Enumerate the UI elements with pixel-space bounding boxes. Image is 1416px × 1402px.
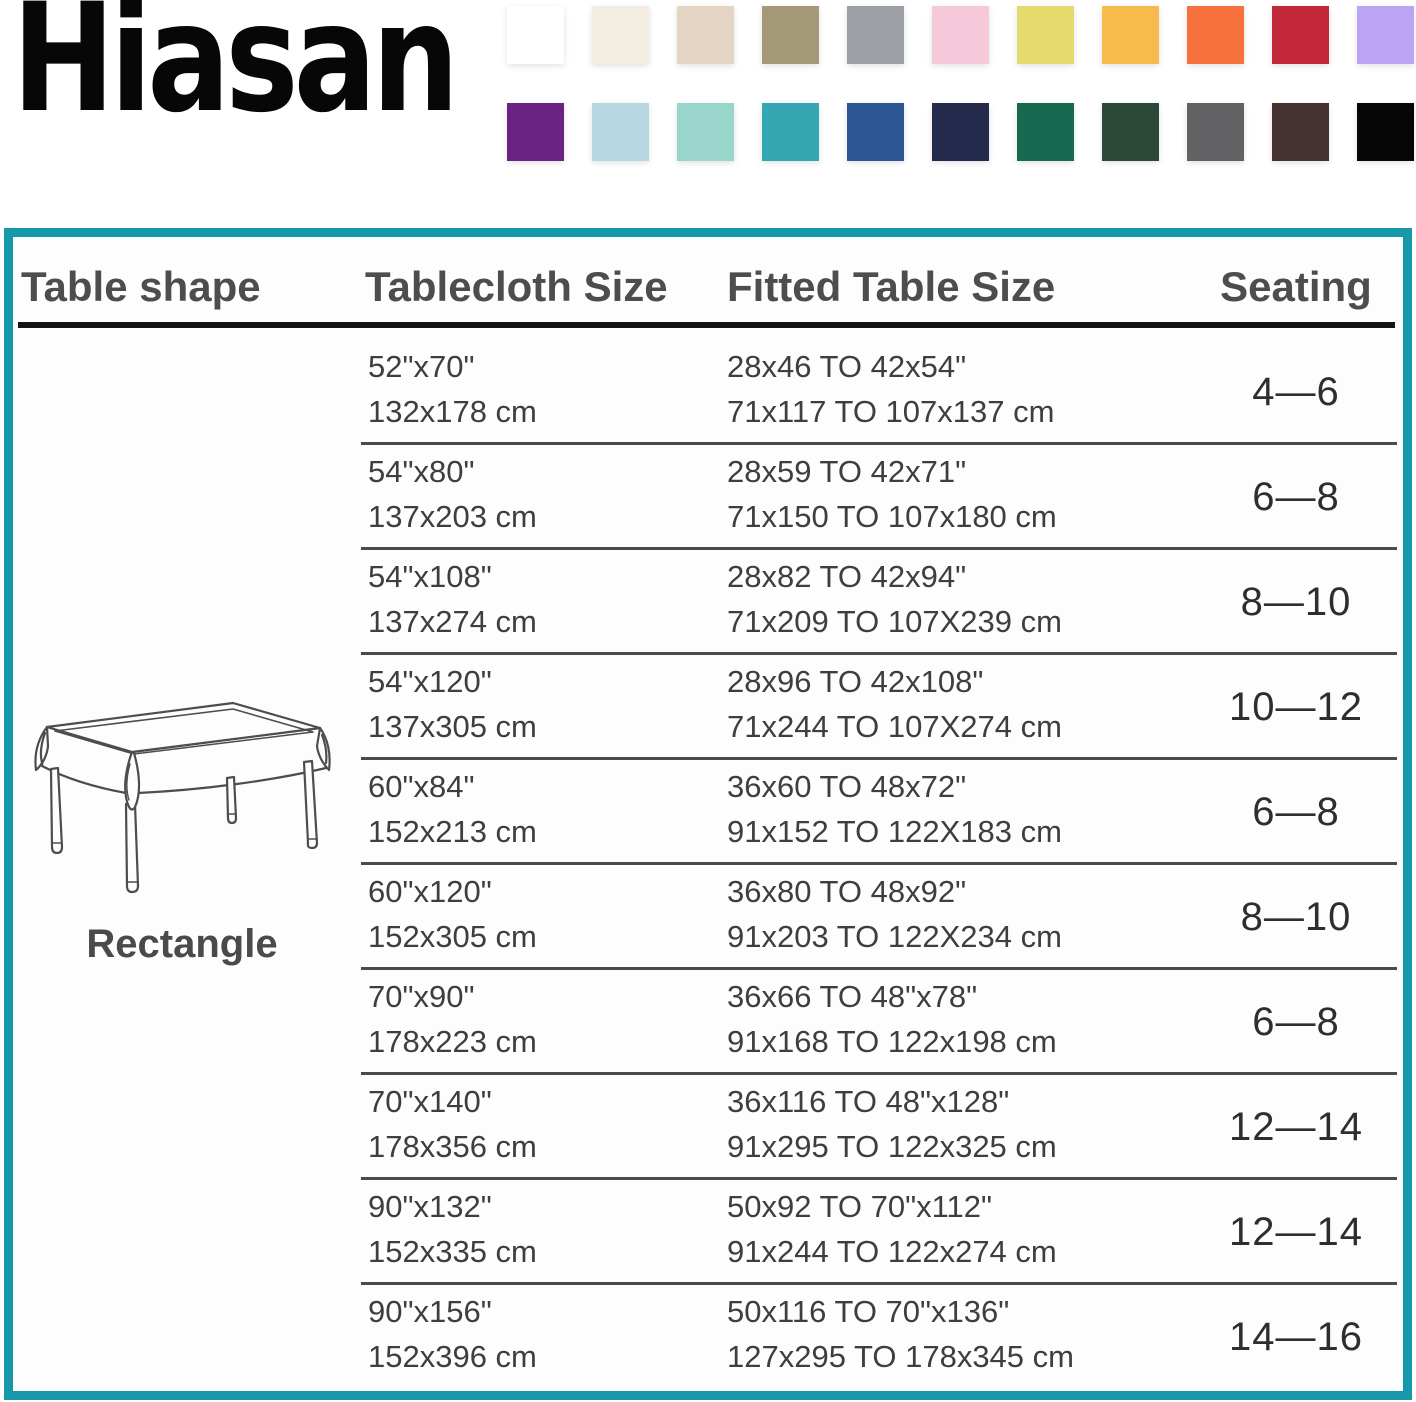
seating-cell: 6—8	[1252, 475, 1340, 519]
fitted-inches: 28x46 TO 42x54"	[727, 349, 967, 384]
column-header-tablecloth-size: Tablecloth Size	[365, 263, 668, 310]
seating-cell: 8—10	[1240, 895, 1352, 939]
swatch-navy-blue	[847, 103, 904, 161]
swatch-teal	[762, 103, 819, 161]
table-row: 60"x84" 152x213 cm 36x60 TO 48x72" 91x15…	[13, 760, 1403, 865]
column-header-fitted-table-size: Fitted Table Size	[727, 263, 1056, 310]
size-cm: 152x396 cm	[368, 1339, 537, 1374]
seating-cell: 6—8	[1252, 1000, 1340, 1044]
size-cm: 152x213 cm	[368, 814, 537, 849]
fitted-cm: 91x295 TO 122x325 cm	[727, 1129, 1057, 1164]
column-header-table-shape: Table shape	[21, 263, 261, 310]
seating-cell: 12—14	[1229, 1210, 1363, 1254]
size-cm: 137x305 cm	[368, 709, 537, 744]
size-inches: 90"x156"	[368, 1294, 492, 1329]
fitted-inches: 36x116 TO 48"x128"	[727, 1084, 1010, 1119]
fitted-inches: 36x80 TO 48x92"	[727, 874, 967, 909]
swatch-marigold	[1102, 6, 1159, 64]
fitted-cm: 71x244 TO 107X274 cm	[727, 709, 1062, 744]
swatch-purple	[507, 103, 564, 161]
table-row: 90"x132" 152x335 cm 50x92 TO 70"x112" 91…	[13, 1180, 1403, 1285]
fitted-cm: 91x152 TO 122X183 cm	[727, 814, 1062, 849]
swatch-white	[507, 6, 564, 64]
size-cm: 178x223 cm	[368, 1024, 537, 1059]
swatch-lavender	[1357, 6, 1414, 64]
shape-label: Rectangle	[86, 922, 278, 966]
header-divider	[18, 322, 1395, 328]
size-cm: 137x274 cm	[368, 604, 537, 639]
table-row: 60"x120" 152x305 cm 36x80 TO 48x92" 91x2…	[13, 865, 1403, 970]
table-row: 90"x156" 152x396 cm 50x116 TO 70"x136" 1…	[13, 1285, 1403, 1390]
fitted-inches: 28x82 TO 42x94"	[727, 559, 967, 594]
fitted-cm: 71x209 TO 107X239 cm	[727, 604, 1062, 639]
seating-cell: 10—12	[1229, 685, 1363, 729]
swatch-aqua	[677, 103, 734, 161]
swatch-navy	[932, 103, 989, 161]
size-chart-table: Table shape Tablecloth Size Fitted Table…	[4, 228, 1412, 1400]
swatch-beige	[677, 6, 734, 64]
swatch-light-blue	[592, 103, 649, 161]
brand-logo: Hiasan	[12, 0, 459, 146]
size-inches: 54"x108"	[368, 559, 492, 594]
table-row: 54"x108" 137x274 cm 28x82 TO 42x94" 71x2…	[13, 550, 1403, 655]
swatch-grey	[847, 6, 904, 64]
swatch-brown	[1272, 103, 1329, 161]
rectangle-table-icon	[21, 692, 343, 907]
swatch-black	[1357, 103, 1414, 161]
swatch-orange	[1187, 6, 1244, 64]
fitted-inches: 36x60 TO 48x72"	[727, 769, 967, 804]
size-inches: 54"x120"	[368, 664, 492, 699]
swatch-ivory	[592, 6, 649, 64]
seating-cell: 14—16	[1229, 1315, 1363, 1359]
fitted-cm: 91x203 TO 122X234 cm	[727, 919, 1062, 954]
table-row: 54"x120" 137x305 cm 28x96 TO 42x108" 71x…	[13, 655, 1403, 760]
table-row: 70"x140" 178x356 cm 36x116 TO 48"x128" 9…	[13, 1075, 1403, 1180]
size-cm: 137x203 cm	[368, 499, 537, 534]
swatch-yellow	[1017, 6, 1074, 64]
size-cm: 132x178 cm	[368, 394, 537, 429]
size-cm: 152x305 cm	[368, 919, 537, 954]
fitted-cm: 91x168 TO 122x198 cm	[727, 1024, 1057, 1059]
seating-cell: 12—14	[1229, 1105, 1363, 1149]
size-inches: 70"x140"	[368, 1084, 492, 1119]
fitted-cm: 91x244 TO 122x274 cm	[727, 1234, 1057, 1269]
seating-cell: 6—8	[1252, 790, 1340, 834]
swatch-red	[1272, 6, 1329, 64]
swatch-taupe	[762, 6, 819, 64]
seating-cell: 4—6	[1252, 370, 1340, 414]
size-cm: 178x356 cm	[368, 1129, 537, 1164]
seating-cell: 8—10	[1240, 580, 1352, 624]
swatch-pink	[932, 6, 989, 64]
swatch-dark-grey	[1187, 103, 1244, 161]
column-header-seating: Seating	[1220, 263, 1372, 310]
fitted-inches: 50x116 TO 70"x136"	[727, 1294, 1010, 1329]
fitted-inches: 28x96 TO 42x108"	[727, 664, 984, 699]
size-inches: 90"x132"	[368, 1189, 492, 1224]
size-inches: 60"x84"	[368, 769, 475, 804]
color-swatch-grid	[507, 6, 1414, 161]
size-inches: 52"x70"	[368, 349, 475, 384]
size-inches: 54"x80"	[368, 454, 475, 489]
size-cm: 152x335 cm	[368, 1234, 537, 1269]
swatch-hunter-green	[1102, 103, 1159, 161]
fitted-cm: 127x295 TO 178x345 cm	[727, 1339, 1074, 1374]
table-rows: 52"x70" 132x178 cm 28x46 TO 42x54" 71x11…	[13, 340, 1403, 1390]
fitted-inches: 50x92 TO 70"x112"	[727, 1189, 993, 1224]
table-row: 54"x80" 137x203 cm 28x59 TO 42x71" 71x15…	[13, 445, 1403, 550]
table-row: 70"x90" 178x223 cm 36x66 TO 48"x78" 91x1…	[13, 970, 1403, 1075]
table-row: 52"x70" 132x178 cm 28x46 TO 42x54" 71x11…	[13, 340, 1403, 445]
size-inches: 70"x90"	[368, 979, 475, 1014]
size-inches: 60"x120"	[368, 874, 492, 909]
swatch-green	[1017, 103, 1074, 161]
fitted-inches: 28x59 TO 42x71"	[727, 454, 967, 489]
fitted-inches: 36x66 TO 48"x78"	[727, 979, 978, 1014]
fitted-cm: 71x150 TO 107x180 cm	[727, 499, 1057, 534]
fitted-cm: 71x117 TO 107x137 cm	[727, 394, 1055, 429]
